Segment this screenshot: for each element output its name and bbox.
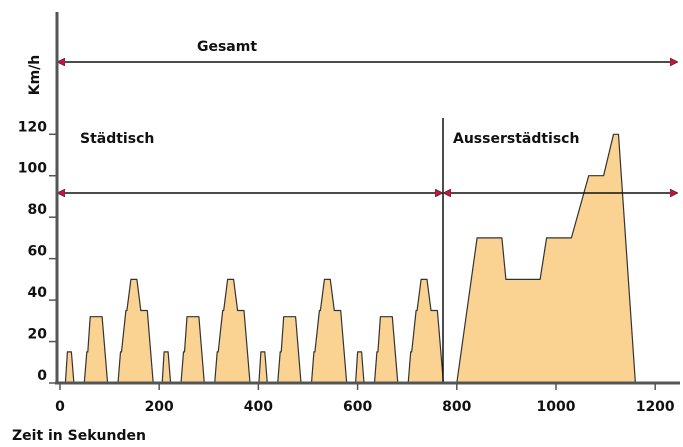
y-tick-label: 60 [28,244,48,260]
y-tick-label: 80 [28,202,48,218]
area [59,133,646,384]
region-label: Städtisch [80,131,154,147]
y-tick-label: 100 [18,161,47,177]
chart-title: Gesamt [197,39,257,55]
y-tick-label: 120 [18,119,47,135]
y-tick-label: 40 [28,285,48,301]
x-tick-label: 1000 [537,399,576,415]
y-axis-label: Km/h [27,55,43,96]
x-tick-label: 800 [442,399,471,415]
x-tick-label: 200 [145,399,174,415]
region-label: Ausserstädtisch [453,131,579,147]
y-tick-label: 0 [37,368,47,384]
x-tick-label: 1200 [636,399,675,415]
x-tick-label: 400 [244,399,273,415]
y-tick-label: 20 [28,327,48,343]
x-tick-label: 0 [55,399,65,415]
x-tick-label: 600 [343,399,372,415]
x-axis-label: Zeit in Sekunden [12,428,146,444]
